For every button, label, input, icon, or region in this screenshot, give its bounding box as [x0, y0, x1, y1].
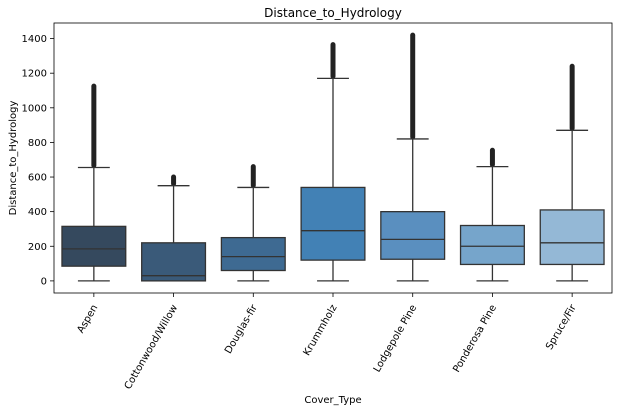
iqr-box — [61, 225, 127, 267]
y-tick-label: 800 — [28, 138, 47, 149]
y-tick-label: 600 — [28, 173, 47, 184]
x-tick-label: Spruce/Fir — [544, 302, 579, 352]
iqr-box — [300, 186, 366, 261]
x-tick-label: Aspen — [75, 303, 100, 335]
y-axis-label: Distance_to_Hydrology — [8, 101, 19, 216]
box-group-2 — [220, 164, 286, 282]
x-tick-label: Ponderosa Pine — [451, 303, 499, 375]
y-tick-label: 1400 — [22, 34, 47, 45]
iqr-box — [539, 209, 605, 266]
iqr-box — [459, 224, 525, 266]
box-group-5 — [459, 147, 525, 282]
x-tick-label: Douglas-fir — [223, 302, 260, 356]
box-group-3 — [300, 42, 366, 282]
y-tick-label: 200 — [28, 242, 47, 253]
x-tick-label: Lodgepole Pine — [372, 303, 420, 374]
y-tick-label: 0 — [41, 276, 47, 287]
x-tick-label: Krummholz — [302, 303, 340, 358]
y-tick-label: 1200 — [22, 69, 47, 80]
x-axis-label: Cover_Type — [304, 395, 361, 406]
box-group-4 — [380, 32, 446, 282]
iqr-box — [220, 236, 286, 272]
chart-title: Distance_to_Hydrology — [264, 6, 402, 20]
y-tick-label: 1000 — [22, 103, 47, 114]
y-tick-label: 400 — [28, 207, 47, 218]
box-group-1 — [141, 174, 207, 282]
x-tick-label: Cottonwood/Willow — [123, 303, 180, 392]
box-group-0 — [61, 83, 127, 282]
iqr-box — [380, 211, 446, 260]
box-group-6 — [539, 63, 605, 282]
iqr-box — [141, 242, 207, 282]
